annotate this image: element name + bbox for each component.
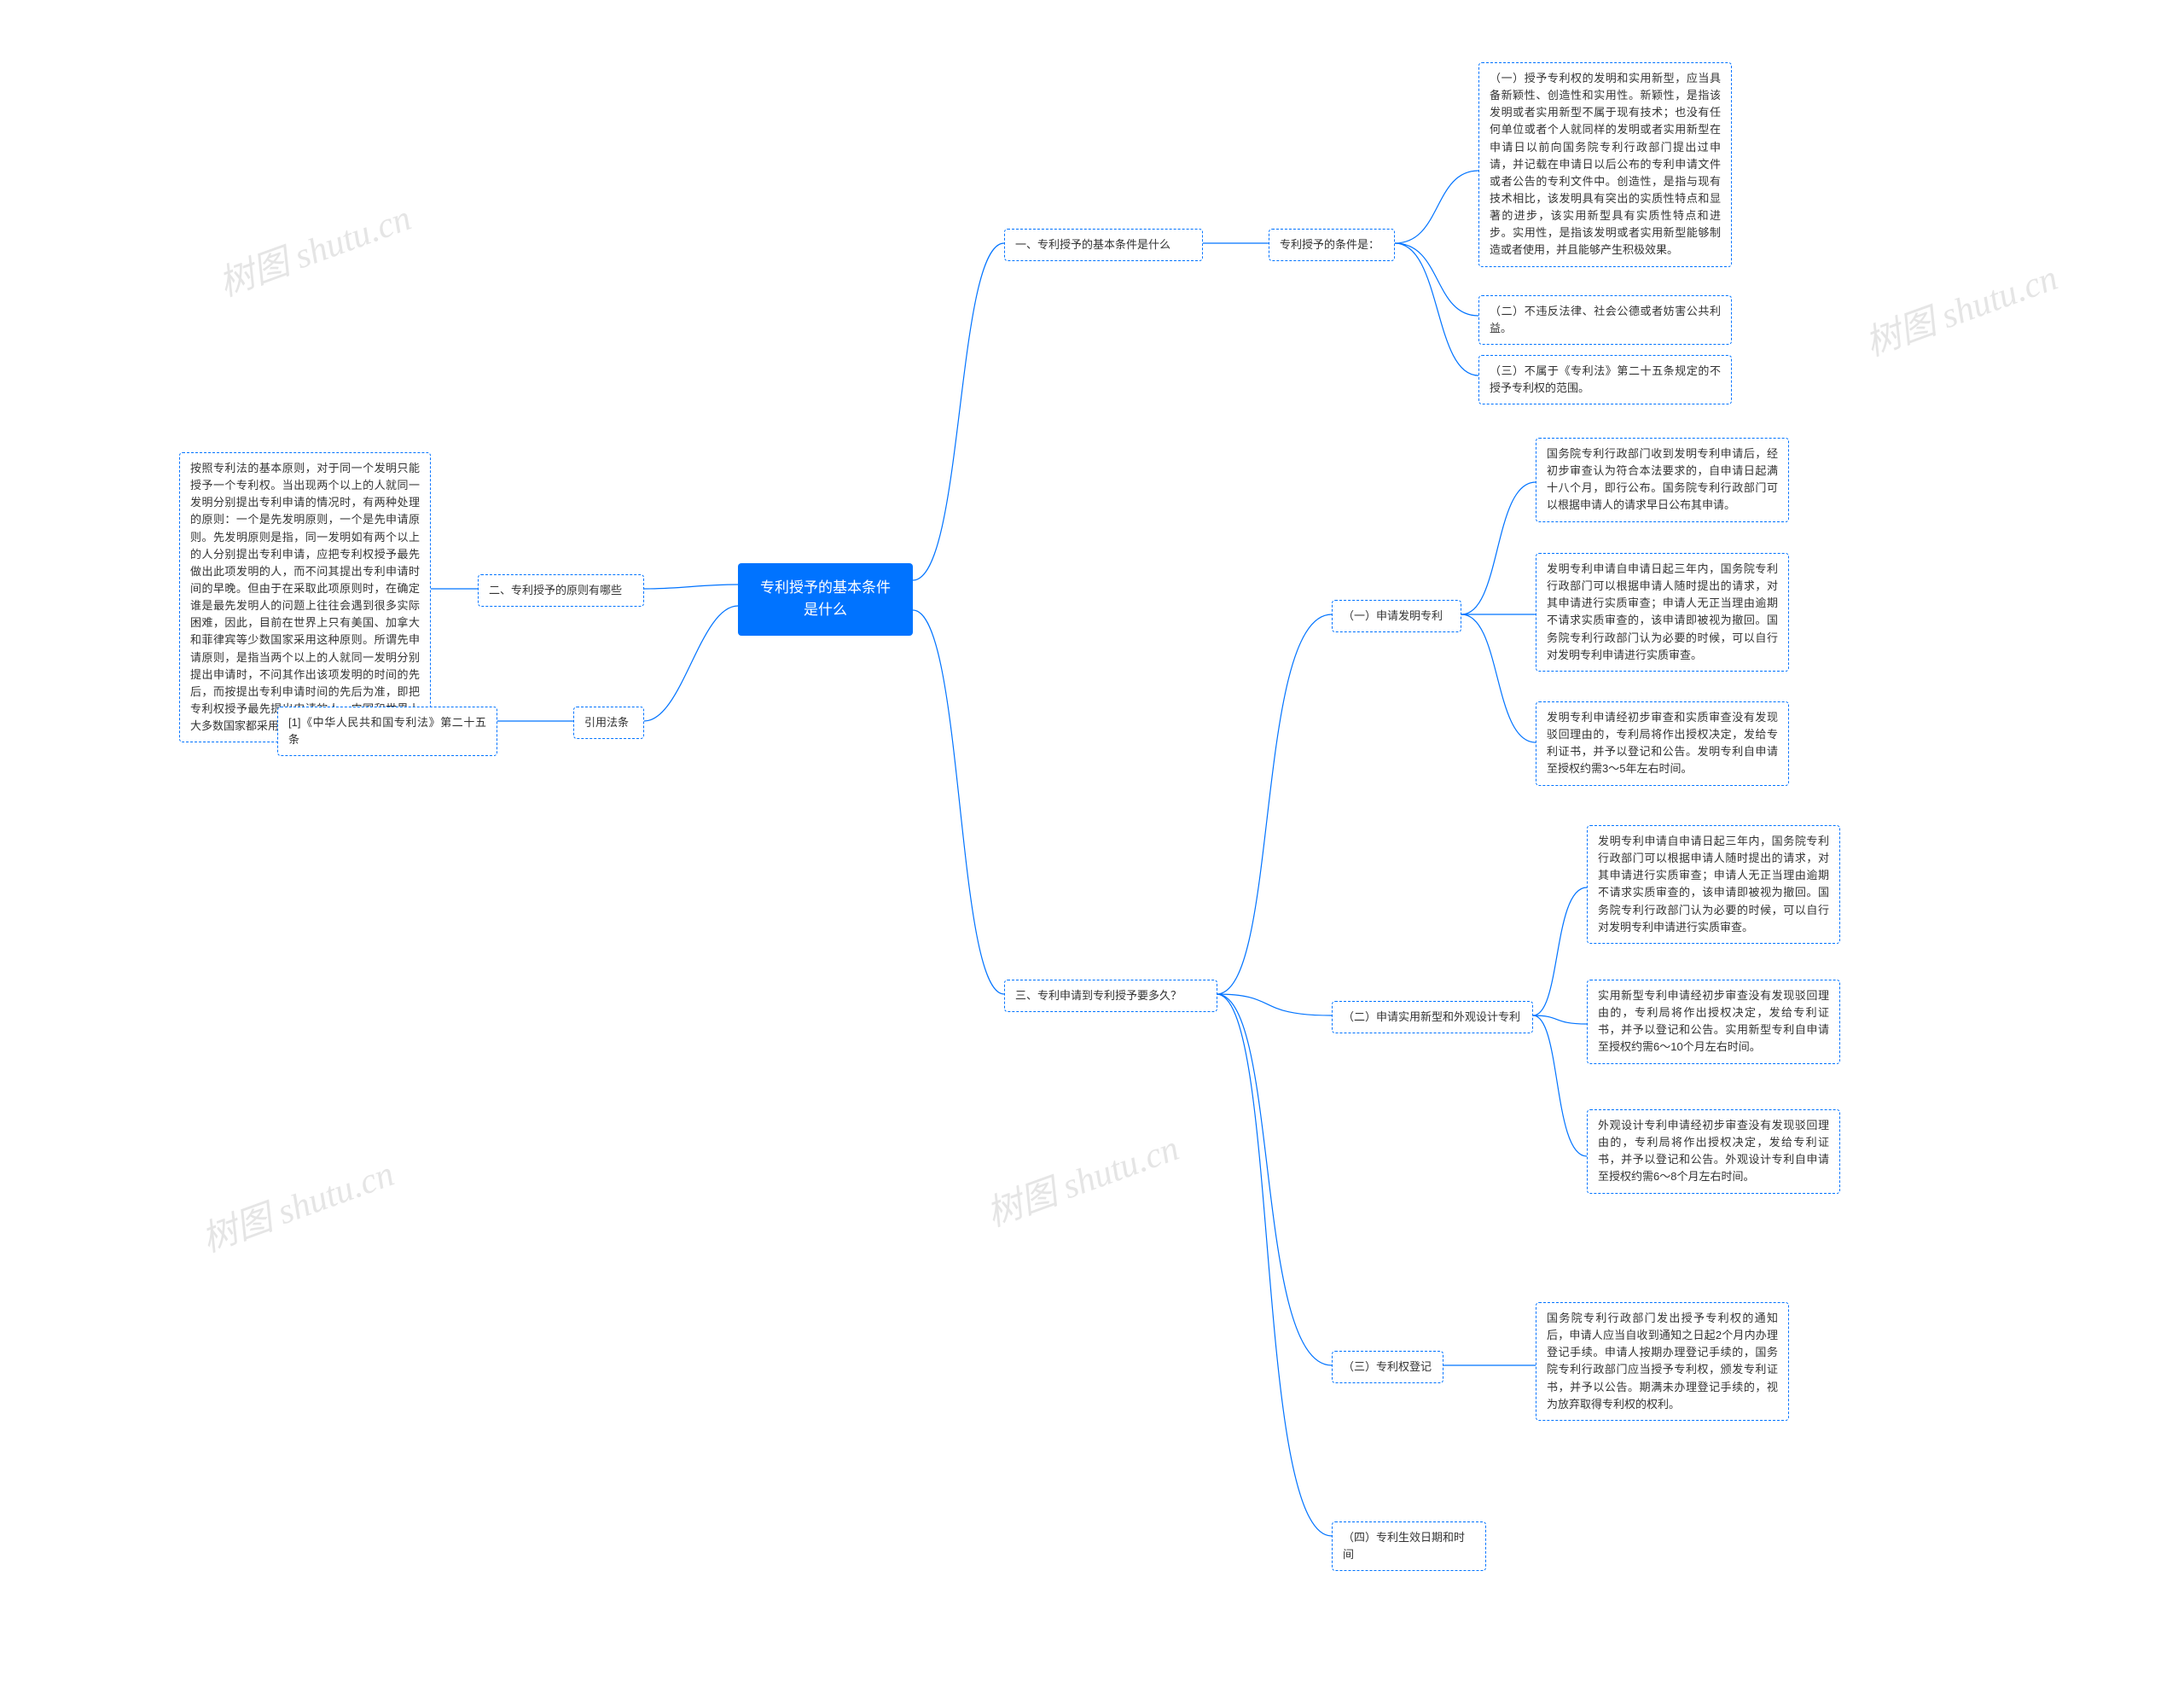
- branch-r1: 一、专利授予的基本条件是什么: [1004, 229, 1203, 261]
- branch-r2-c4: （四）专利生效日期和时间: [1332, 1521, 1486, 1571]
- leaf-r2-c1-3: 发明专利申请经初步审查和实质审查没有发现驳回理由的，专利局将作出授权决定，发给专…: [1536, 701, 1789, 786]
- leaf-r2-c2-2: 实用新型专利申请经初步审查没有发现驳回理由的，专利局将作出授权决定，发给专利证书…: [1587, 980, 1840, 1064]
- leaf-r2-c2-1: 发明专利申请自申请日起三年内，国务院专利行政部门可以根据申请人随时提出的请求，对…: [1587, 825, 1840, 944]
- leaf-r1-3: （三）不属于《专利法》第二十五条规定的不授予专利权的范围。: [1478, 355, 1732, 404]
- leaf-r1-1: （一）授予专利权的发明和实用新型，应当具备新颖性、创造性和实用性。新颖性，是指该…: [1478, 62, 1732, 267]
- leaf-r2-c3: 国务院专利行政部门发出授予专利权的通知后，申请人应当自收到通知之日起2个月内办理…: [1536, 1302, 1789, 1421]
- branch-r2-c1: （一）申请发明专利: [1332, 600, 1461, 632]
- leaf-left-1: 按照专利法的基本原则，对于同一个发明只能授予一个专利权。当出现两个以上的人就同一…: [179, 452, 431, 742]
- branch-r1-sub: 专利授予的条件是：: [1269, 229, 1395, 261]
- branch-r2-c3: （三）专利权登记: [1332, 1351, 1443, 1383]
- root-node: 专利授予的基本条件是什么: [738, 563, 913, 636]
- leaf-r2-c2-3: 外观设计专利申请经初步审查没有发现驳回理由的，专利局将作出授权决定，发给专利证书…: [1587, 1109, 1840, 1194]
- leaf-r2-c1-1: 国务院专利行政部门收到发明专利申请后，经初步审查认为符合本法要求的，自申请日起满…: [1536, 438, 1789, 522]
- branch-left-1: 二、专利授予的原则有哪些: [478, 574, 644, 607]
- leaf-r1-2: （二）不违反法律、社会公德或者妨害公共利益。: [1478, 295, 1732, 345]
- branch-r2-c2: （二）申请实用新型和外观设计专利: [1332, 1001, 1533, 1033]
- branch-left-2: 引用法条: [573, 707, 644, 739]
- leaf-left-2: [1]《中华人民共和国专利法》第二十五条: [277, 707, 497, 756]
- branch-r2: 三、专利申请到专利授予要多久？: [1004, 980, 1217, 1012]
- leaf-r2-c1-2: 发明专利申请自申请日起三年内，国务院专利行政部门可以根据申请人随时提出的请求，对…: [1536, 553, 1789, 672]
